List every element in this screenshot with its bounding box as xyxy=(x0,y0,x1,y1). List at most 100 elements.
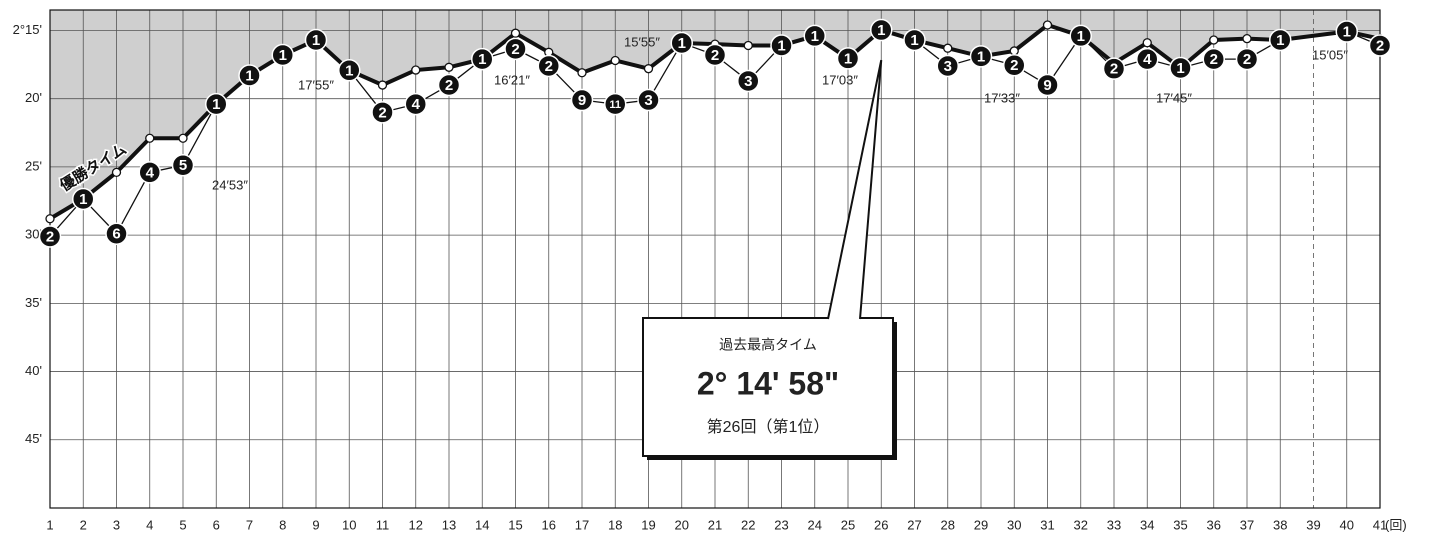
winner-point xyxy=(145,133,155,143)
x-tick-label: 38 xyxy=(1273,517,1287,532)
rank-label: 2 xyxy=(1376,37,1384,54)
callout-title: 過去最高タイム xyxy=(719,337,817,353)
winner-point xyxy=(178,133,188,143)
plot-frame xyxy=(49,9,1381,509)
rank-marker xyxy=(1136,47,1159,71)
rank-marker xyxy=(404,92,427,116)
y-tick-label: 20' xyxy=(25,90,42,105)
y-tick-label: 25' xyxy=(25,158,42,173)
rank-marker xyxy=(1036,73,1059,97)
rank-label: 1 xyxy=(678,35,686,52)
rank-label: 1 xyxy=(777,37,785,54)
record-callout: 過去最高タイム 2° 14' 58" 第26回（第1位） xyxy=(642,59,897,460)
x-tick-label: 29 xyxy=(974,517,988,532)
rank-marker xyxy=(38,225,62,248)
x-tick-label: 21 xyxy=(708,517,722,532)
rank-label: 1 xyxy=(245,67,253,84)
rank-marker xyxy=(1069,24,1092,48)
rank-marker xyxy=(105,222,128,246)
x-tick-label: 14 xyxy=(475,517,489,532)
rank-marker xyxy=(504,37,527,61)
rank-marker xyxy=(471,47,494,71)
rank-marker xyxy=(1335,20,1358,43)
rank-label: 4 xyxy=(412,96,421,113)
x-tick-label: 41 xyxy=(1373,517,1387,532)
rank-label: 2 xyxy=(545,58,553,75)
rank-label: 3 xyxy=(644,92,652,109)
rank-marker xyxy=(1003,54,1026,77)
rank-label: 5 xyxy=(179,157,187,174)
x-tick-label: 18 xyxy=(608,517,622,532)
x-tick-label: 6 xyxy=(213,517,220,532)
rank-marker xyxy=(637,88,660,112)
rank-label: 2 xyxy=(711,47,719,64)
rank-label: 9 xyxy=(578,92,586,109)
rank-label: 4 xyxy=(1143,51,1152,68)
winner-point xyxy=(377,80,388,90)
winner-point xyxy=(444,62,454,72)
x-tick-label: 13 xyxy=(442,517,456,532)
x-tick-label: 39 xyxy=(1306,517,1320,532)
x-tick-label: 23 xyxy=(774,517,788,532)
rank-label: 1 xyxy=(811,28,819,45)
rank-label: 2 xyxy=(445,77,453,94)
x-tick-label: 40 xyxy=(1340,517,1354,532)
rank-marker xyxy=(870,18,893,42)
rank-label: 9 xyxy=(1043,77,1051,94)
rank-marker xyxy=(703,43,727,67)
callout-box xyxy=(642,317,894,457)
rank-label: 4 xyxy=(146,164,155,181)
x-tick-label: 3 xyxy=(113,517,120,532)
winner-point xyxy=(45,214,55,224)
rank-marker xyxy=(1202,47,1225,71)
winner-point xyxy=(1242,34,1252,44)
x-tick-label: 31 xyxy=(1040,517,1054,532)
x-tick-label: 4 xyxy=(146,517,153,532)
winner-point xyxy=(943,43,953,53)
winner-point xyxy=(577,68,587,78)
rank-label: 11 xyxy=(609,99,621,111)
rank-label: 2 xyxy=(511,41,519,58)
rank-marker xyxy=(670,31,693,55)
rank-label: 1 xyxy=(1343,24,1351,41)
x-tick-label: 24 xyxy=(808,517,822,532)
x-tick-label: 19 xyxy=(641,517,655,532)
callout-note: 第26回（第1位） xyxy=(707,418,830,436)
x-tick-label: 33 xyxy=(1107,517,1121,532)
rank-marker xyxy=(1102,57,1126,80)
time-annotation: 24′53″ xyxy=(212,177,248,192)
time-annotation: 17′45″ xyxy=(1156,90,1192,105)
winner-point xyxy=(1042,20,1053,30)
rank-marker xyxy=(338,59,361,82)
rank-marker xyxy=(138,161,161,184)
rank-marker xyxy=(271,43,294,67)
y-tick-label: 35' xyxy=(25,295,42,310)
rank-marker xyxy=(537,54,560,78)
time-annotation: 17′33″ xyxy=(984,90,1020,105)
time-annotation: 17′55″ xyxy=(298,77,334,92)
x-tick-label: 34 xyxy=(1140,517,1154,532)
y-tick-label: 40' xyxy=(25,363,42,378)
time-annotation: 15′05″ xyxy=(1312,47,1348,62)
rank-label: 6 xyxy=(112,226,120,243)
rank-marker xyxy=(72,187,95,211)
rank-marker xyxy=(1269,28,1292,52)
x-tick-label: 32 xyxy=(1074,517,1088,532)
rank-label: 1 xyxy=(1077,28,1085,45)
rank-marker xyxy=(936,54,959,78)
time-annotation: 16′21″ xyxy=(494,72,530,87)
x-axis-unit: (回) xyxy=(1385,517,1407,532)
time-annotation: 15′55″ xyxy=(624,34,660,49)
rank-marker xyxy=(437,73,461,97)
winner-point xyxy=(1142,38,1152,48)
rank-marker xyxy=(803,24,826,48)
rank-label: 2 xyxy=(378,104,386,121)
x-tick-label: 30 xyxy=(1007,517,1021,532)
y-tick-label: 45' xyxy=(25,431,42,446)
rank-label: 1 xyxy=(79,191,87,208)
x-tick-label: 8 xyxy=(279,517,286,532)
rank-marker xyxy=(903,28,926,52)
rank-label: 1 xyxy=(1276,32,1284,49)
winner-point xyxy=(610,55,620,66)
